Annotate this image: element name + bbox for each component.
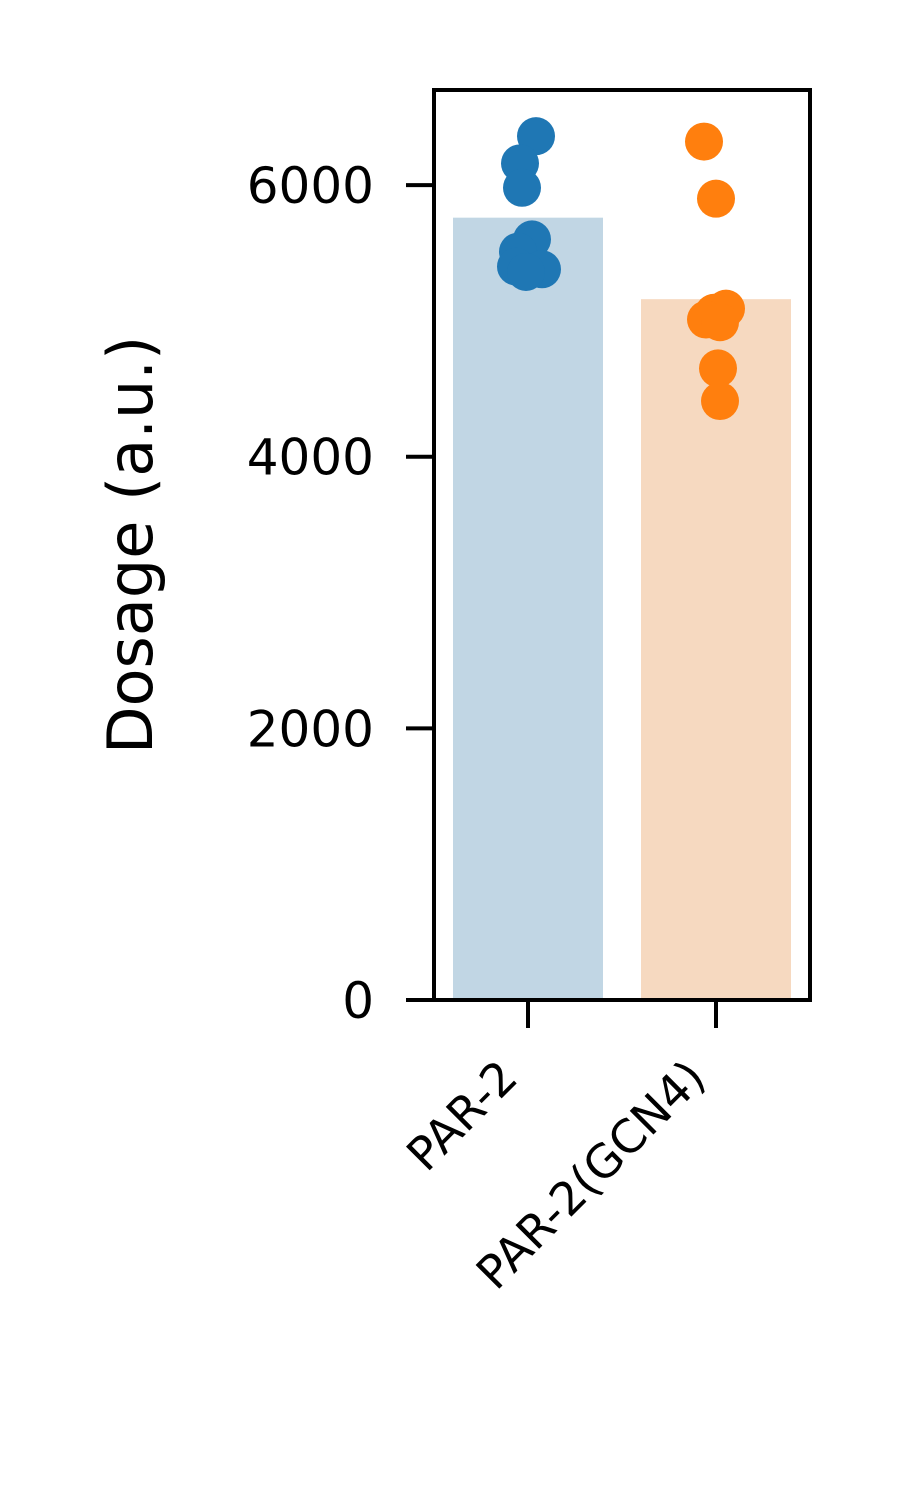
data-point-1-6 — [699, 349, 737, 388]
y-axis: 0 2000 4000 6000 — [247, 157, 434, 1030]
y-axis-title: Dosage (a.u.) — [94, 336, 167, 754]
y-tick-label-2: 4000 — [247, 429, 374, 487]
data-point-0-2 — [503, 168, 541, 207]
data-point-1-7 — [701, 382, 739, 421]
data-point-1-1 — [697, 179, 735, 218]
data-point-0-7 — [507, 253, 545, 291]
y-tick-label-1: 2000 — [247, 700, 374, 758]
bar-0 — [453, 217, 603, 1001]
data-point-1-5 — [701, 303, 739, 342]
y-tick-label-0: 0 — [342, 972, 374, 1030]
y-tick-label-3: 6000 — [247, 157, 374, 215]
points-layer — [497, 117, 745, 421]
bars-layer — [453, 217, 791, 1001]
data-point-1-0 — [685, 122, 723, 161]
x-tick-label-0: PAR-2 — [396, 1050, 528, 1182]
plot-frame — [432, 88, 812, 1002]
